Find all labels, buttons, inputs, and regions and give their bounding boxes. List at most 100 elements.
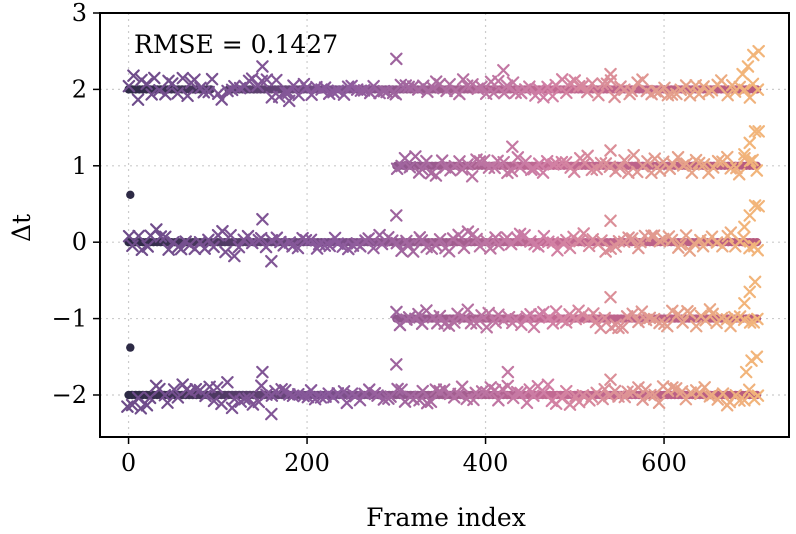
estimate-marker <box>415 162 429 176</box>
estimate-marker <box>304 233 318 247</box>
estimate-marker <box>546 317 560 330</box>
estimate-marker <box>362 232 375 245</box>
estimate-marker <box>536 166 550 179</box>
estimate-marker <box>551 243 564 257</box>
estimate-marker <box>739 365 753 379</box>
estimate-marker <box>420 396 434 410</box>
estimate-marker <box>649 84 662 98</box>
estimate-marker <box>159 87 172 101</box>
estimate-marker <box>752 125 765 138</box>
estimate-marker <box>265 254 278 268</box>
estimate-marker <box>154 230 168 243</box>
plot-frame <box>99 12 790 438</box>
estimate-marker <box>581 149 594 163</box>
estimate-marker <box>132 229 145 243</box>
estimate-marker <box>353 393 367 407</box>
estimate-marker <box>632 381 645 394</box>
estimate-marker <box>189 382 203 396</box>
estimate-marker <box>453 155 466 168</box>
estimate-marker <box>210 381 224 394</box>
estimate-marker <box>241 229 255 243</box>
estimate-marker <box>412 307 425 321</box>
estimate-marker <box>515 318 528 332</box>
estimate-marker <box>398 151 412 165</box>
estimate-marker <box>188 73 201 86</box>
estimate-marker <box>572 79 586 93</box>
estimate-marker <box>689 319 703 333</box>
estimate-marker <box>590 162 604 176</box>
estimate-marker <box>609 240 623 253</box>
estimate-marker <box>256 60 269 73</box>
estimate-marker <box>634 235 647 249</box>
estimate-marker <box>228 249 241 263</box>
estimate-marker <box>470 232 483 246</box>
estimate-marker <box>245 236 259 250</box>
estimate-marker <box>473 239 487 253</box>
estimate-marker <box>596 392 609 406</box>
estimate-marker <box>480 320 493 334</box>
estimate-marker <box>415 234 429 247</box>
estimate-marker <box>341 80 355 93</box>
estimate-marker <box>256 212 269 226</box>
estimate-marker <box>202 233 215 247</box>
estimate-marker <box>724 319 737 333</box>
estimate-marker <box>506 391 520 405</box>
estimate-marker <box>743 316 757 329</box>
estimate-marker <box>304 384 318 397</box>
estimate-marker <box>158 388 172 402</box>
estimate-marker <box>671 307 685 321</box>
estimate-marker <box>532 240 545 253</box>
axis-ticks: 0 200 400 600 −2 −1 0 1 2 3 <box>52 0 687 477</box>
estimate-marker <box>625 232 639 245</box>
estimate-marker <box>389 87 403 101</box>
y-tick-label: 1 <box>72 152 87 180</box>
estimate-marker <box>205 72 219 86</box>
estimate-marker <box>150 223 163 236</box>
estimate-marker <box>391 382 404 396</box>
estimate-marker <box>737 313 751 327</box>
estimate-marker <box>207 240 220 254</box>
estimate-marker <box>711 154 725 168</box>
estimate-marker <box>475 309 488 322</box>
estimate-marker <box>362 383 376 396</box>
estimate-marker <box>567 165 581 179</box>
estimate-marker <box>738 393 751 407</box>
estimate-marker <box>395 244 408 258</box>
estimate-marker <box>577 227 590 240</box>
y-tick-label: −2 <box>52 381 87 409</box>
estimate-marker <box>510 385 524 399</box>
estimate-marker <box>527 389 540 403</box>
estimate-marker <box>497 86 511 100</box>
estimate-marker <box>506 76 520 89</box>
estimate-marker <box>683 307 697 320</box>
estimate-marker <box>580 85 594 99</box>
estimate-marker <box>429 239 443 252</box>
estimate-marker <box>661 319 674 333</box>
estimate-marker <box>674 238 687 251</box>
estimate-marker <box>598 382 612 396</box>
estimate-marker <box>174 242 188 256</box>
estimate-marker <box>502 310 516 324</box>
estimate-marker <box>176 71 190 85</box>
estimate-marker <box>452 387 465 401</box>
estimate-marker <box>448 316 461 329</box>
estimate-marker <box>627 148 640 162</box>
estimate-marker <box>475 80 488 94</box>
estimate-marker <box>541 378 555 392</box>
estimate-marker <box>679 79 693 92</box>
estimate-marker <box>737 231 750 245</box>
estimate-marker <box>367 241 380 255</box>
estimate-marker <box>506 140 519 153</box>
estimate-marker <box>318 81 332 94</box>
estimate-marker <box>318 239 332 252</box>
estimate-marker <box>716 239 729 253</box>
estimate-marker <box>488 161 501 175</box>
estimate-marker <box>395 383 408 396</box>
estimate-marker <box>134 402 148 415</box>
reference-dot-outlier <box>126 190 135 199</box>
x-tick-label: 200 <box>284 449 330 477</box>
estimate-marker <box>442 244 456 258</box>
estimate-marker <box>426 81 440 95</box>
estimate-marker <box>604 67 617 81</box>
estimate-marker <box>461 158 474 171</box>
